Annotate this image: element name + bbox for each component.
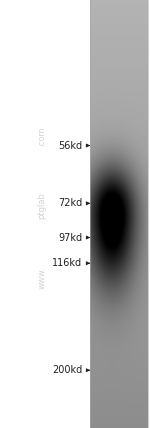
Text: 97kd: 97kd xyxy=(58,232,82,243)
Text: 200kd: 200kd xyxy=(52,365,82,375)
Text: 72kd: 72kd xyxy=(58,198,82,208)
Text: 116kd: 116kd xyxy=(52,258,82,268)
Text: www.: www. xyxy=(38,267,46,289)
Text: 56kd: 56kd xyxy=(58,140,82,151)
Text: ptglab: ptglab xyxy=(38,192,46,219)
Text: .com: .com xyxy=(38,127,46,147)
